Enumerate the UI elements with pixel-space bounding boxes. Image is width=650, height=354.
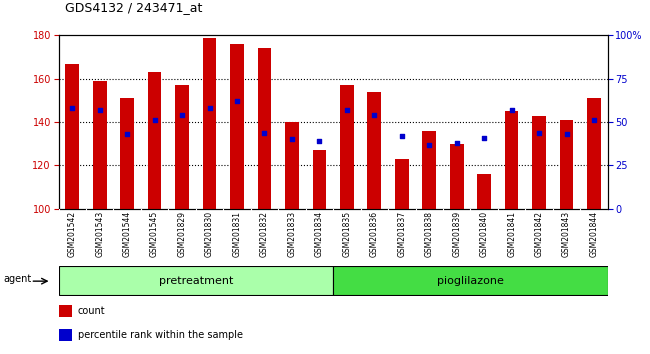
Text: GSM201829: GSM201829 [177,211,187,257]
Bar [257,48,271,209]
Point [479,135,489,141]
Bar [367,92,381,209]
Bar [340,85,354,209]
Point [452,140,462,146]
Text: count: count [78,306,105,316]
Bar [120,98,134,209]
Bar [285,122,299,209]
Point [122,131,133,137]
Point [396,133,407,139]
Bar [203,38,216,209]
Point [342,107,352,113]
Text: GSM201836: GSM201836 [370,211,379,257]
Bar [176,85,189,209]
Text: percentile rank within the sample: percentile rank within the sample [78,330,243,339]
Bar [450,144,463,209]
Bar [477,174,491,209]
Bar [66,64,79,209]
Text: pioglilazone: pioglilazone [437,275,504,286]
Text: GSM201838: GSM201838 [424,211,434,257]
Text: GDS4132 / 243471_at: GDS4132 / 243471_at [65,1,202,14]
Point [506,107,517,113]
Text: GSM201543: GSM201543 [95,211,104,257]
Bar [395,159,409,209]
Text: GSM201545: GSM201545 [150,211,159,257]
Text: GSM201842: GSM201842 [534,211,543,257]
Bar [93,81,107,209]
Text: GSM201837: GSM201837 [397,211,406,257]
Point [259,130,270,135]
Text: GSM201840: GSM201840 [480,211,489,257]
Bar [230,44,244,209]
Text: GSM201833: GSM201833 [287,211,296,257]
Bar [58,329,72,341]
Point [562,131,572,137]
Text: GSM201843: GSM201843 [562,211,571,257]
Text: GSM201542: GSM201542 [68,211,77,257]
Text: GSM201832: GSM201832 [260,211,269,257]
Point [232,98,242,104]
Point [424,142,434,148]
Point [150,118,160,123]
Bar [587,98,601,209]
Point [369,112,380,118]
Point [94,107,105,113]
Bar [560,120,573,209]
Text: pretreatment: pretreatment [159,275,233,286]
Bar [58,266,333,295]
Text: GSM201835: GSM201835 [343,211,352,257]
Bar [58,305,72,316]
Text: GSM201830: GSM201830 [205,211,214,257]
Bar [313,150,326,209]
Point [589,118,599,123]
Text: agent: agent [3,274,31,284]
Text: GSM201844: GSM201844 [590,211,599,257]
Bar [333,266,608,295]
Point [204,105,214,111]
Point [314,138,324,144]
Bar [532,116,546,209]
Text: GSM201841: GSM201841 [507,211,516,257]
Text: GSM201544: GSM201544 [123,211,132,257]
Bar [505,111,519,209]
Point [534,130,544,135]
Point [67,105,77,111]
Text: GSM201831: GSM201831 [233,211,242,257]
Point [287,137,297,142]
Text: GSM201834: GSM201834 [315,211,324,257]
Bar [422,131,436,209]
Point [177,112,187,118]
Bar [148,72,161,209]
Text: GSM201839: GSM201839 [452,211,462,257]
